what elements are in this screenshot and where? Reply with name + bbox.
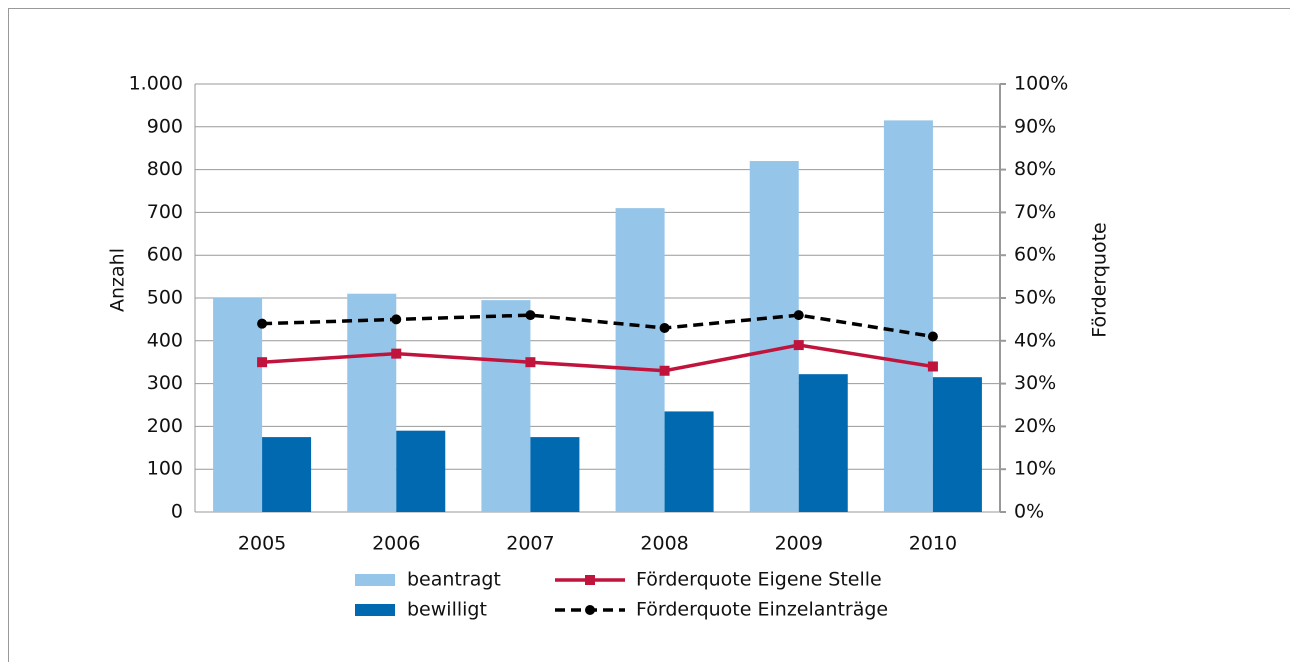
bar	[749, 161, 799, 513]
bar	[213, 298, 263, 512]
bar	[347, 293, 397, 512]
y-tick-label: 600	[147, 244, 183, 266]
marker	[257, 357, 268, 368]
bar	[664, 411, 714, 512]
marker	[257, 318, 268, 329]
y2-tick-label: 50%	[1014, 287, 1056, 309]
legend-swatch	[355, 574, 395, 586]
marker	[927, 361, 938, 372]
bar	[530, 437, 580, 512]
marker	[659, 322, 670, 333]
y2-tick-label: 60%	[1014, 244, 1056, 266]
marker	[525, 310, 536, 321]
y-tick-label: 100	[147, 458, 183, 480]
y2-tick-label: 10%	[1014, 458, 1056, 480]
y-tick-label: 500	[147, 287, 183, 309]
bar	[883, 120, 933, 512]
bar	[481, 300, 531, 512]
y2-tick-label: 100%	[1014, 73, 1068, 95]
legend-marker	[585, 575, 595, 585]
marker	[793, 340, 804, 351]
y2-axis-label: Förderquote	[1089, 222, 1111, 337]
y-tick-label: 400	[147, 329, 183, 351]
y-tick-label: 300	[147, 372, 183, 394]
y-tick-label: 800	[147, 158, 183, 180]
legend-label: bewilligt	[407, 599, 487, 621]
bar	[396, 430, 446, 512]
bar	[615, 208, 665, 512]
y-tick-label: 900	[147, 115, 183, 137]
y2-tick-label: 0%	[1014, 501, 1044, 523]
y2-tick-label: 70%	[1014, 201, 1056, 223]
line	[262, 313, 934, 339]
legend-label: beantragt	[407, 569, 501, 591]
bar	[932, 377, 982, 512]
y2-tick-label: 40%	[1014, 329, 1056, 351]
y-tick-label: 1.000	[129, 73, 183, 95]
x-tick-label: 2008	[640, 533, 688, 555]
bar	[798, 374, 848, 512]
legend-marker	[585, 605, 595, 615]
x-tick-label: 2007	[506, 533, 554, 555]
marker	[659, 365, 670, 376]
legend-label: Förderquote Einzelanträge	[636, 599, 888, 621]
marker	[391, 348, 402, 359]
y2-tick-label: 90%	[1014, 115, 1056, 137]
x-tick-label: 2006	[372, 533, 420, 555]
x-tick-label: 2009	[775, 533, 823, 555]
marker	[927, 331, 938, 342]
y-tick-label: 0	[171, 501, 183, 523]
x-tick-label: 2010	[909, 533, 957, 555]
frame	[8, 8, 1290, 662]
marker	[391, 314, 402, 325]
y2-tick-label: 80%	[1014, 158, 1056, 180]
marker	[793, 310, 804, 321]
y-axis-label: Anzahl	[107, 248, 129, 312]
y-tick-label: 200	[147, 415, 183, 437]
legend-swatch	[355, 604, 395, 616]
y-tick-label: 700	[147, 201, 183, 223]
x-tick-label: 2005	[238, 533, 286, 555]
y2-tick-label: 30%	[1014, 372, 1056, 394]
y2-tick-label: 20%	[1014, 415, 1056, 437]
line	[261, 343, 934, 373]
legend-label: Förderquote Eigene Stelle	[636, 569, 882, 591]
bar	[262, 437, 312, 512]
marker	[525, 357, 536, 368]
